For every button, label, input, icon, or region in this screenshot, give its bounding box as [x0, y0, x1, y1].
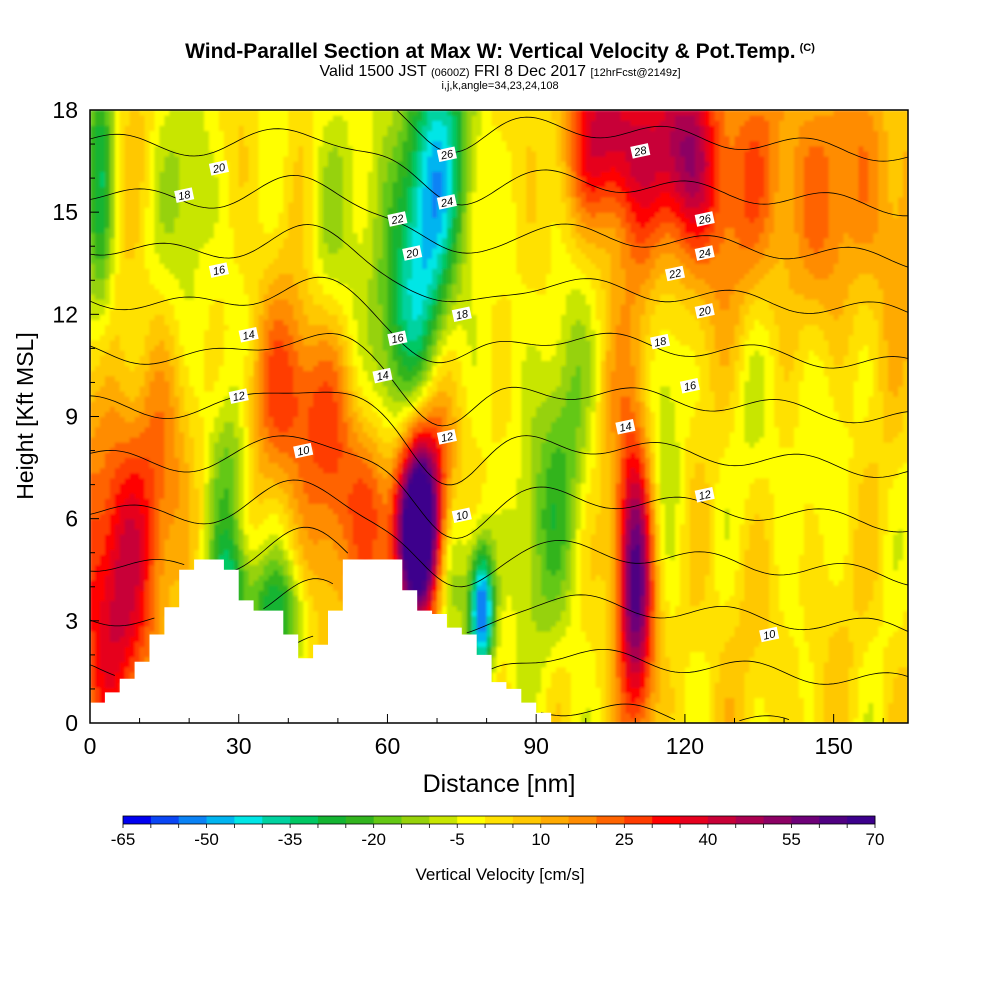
y-tick-label: 0: [65, 710, 78, 736]
colorbar-swatch: [680, 816, 708, 824]
colorbar-swatch: [513, 816, 541, 824]
x-tick-label: 0: [84, 733, 97, 759]
colorbar-swatch: [123, 816, 151, 824]
colorbar-swatch: [402, 816, 430, 824]
colorbar-swatch: [708, 816, 736, 824]
y-tick-label: 18: [52, 97, 78, 123]
colorbar-swatch: [179, 816, 207, 824]
colorbar-tick-label: 55: [782, 830, 801, 849]
contour-label-text: 14: [618, 421, 632, 435]
colorbar-swatch: [596, 816, 624, 824]
contour-label-text: 12: [440, 431, 454, 445]
colorbar-swatch: [624, 816, 652, 824]
y-tick-label: 6: [65, 506, 78, 532]
colorbar-tick-label: -65: [111, 830, 136, 849]
colorbar-swatch: [234, 816, 262, 824]
colorbar-swatch: [346, 816, 374, 824]
colorbar-tick-label: 10: [531, 830, 550, 849]
colorbar-swatch: [791, 816, 819, 824]
y-tick-label: 3: [65, 608, 78, 634]
contour-label-text: 12: [232, 390, 246, 404]
colorbar-swatch: [151, 816, 179, 824]
colorbar-tick-label: 40: [698, 830, 717, 849]
colorbar-swatch: [652, 816, 680, 824]
colorbar-swatch: [290, 816, 318, 824]
theta-contour-line: [427, 90, 908, 107]
colorbar-swatch: [318, 816, 346, 824]
colorbar: -65 -50 -35 -20 -5 10 25 40 55 70: [111, 816, 885, 849]
y-tick-label: 15: [52, 199, 78, 225]
x-tick-label: 150: [814, 733, 852, 759]
y-axis-label: Height [Kft MSL]: [12, 332, 38, 499]
y-tick-label: 12: [52, 301, 78, 327]
colorbar-swatch: [485, 816, 513, 824]
colorbar-swatch: [764, 816, 792, 824]
colorbar-swatch: [262, 816, 290, 824]
colorbar-tick-label: -35: [278, 830, 303, 849]
x-tick-label: 30: [226, 733, 252, 759]
colorbar-swatch: [374, 816, 402, 824]
y-tick-label: 9: [65, 404, 78, 430]
x-axis-label: Distance [nm]: [423, 770, 576, 798]
colorbar-swatch: [569, 816, 597, 824]
colorbar-swatch: [819, 816, 847, 824]
contour-label-text: 14: [375, 369, 389, 383]
contour-label-text: 12: [698, 489, 712, 503]
colorbar-swatch: [736, 816, 764, 824]
colorbar-tick-label: 70: [866, 830, 885, 849]
colorbar-tick-label: -20: [361, 830, 386, 849]
x-tick-label: 120: [666, 733, 704, 759]
contour-label-text: 14: [242, 329, 256, 343]
colorbar-tick-label: -5: [450, 830, 465, 849]
x-tick-label: 60: [375, 733, 401, 759]
colorbar-swatch: [429, 816, 457, 824]
colorbar-tick-label: 25: [615, 830, 634, 849]
colorbar-tick-label: -50: [194, 830, 219, 849]
vertical-section-chart: 2018161412102624222018161412102826242220…: [0, 0, 1000, 1000]
x-tick-label: 90: [523, 733, 549, 759]
colorbar-swatch: [207, 816, 235, 824]
colorbar-swatch: [847, 816, 875, 824]
colorbar-label: Vertical Velocity [cm/s]: [415, 865, 584, 884]
colorbar-swatch: [457, 816, 485, 824]
colorbar-swatch: [541, 816, 569, 824]
